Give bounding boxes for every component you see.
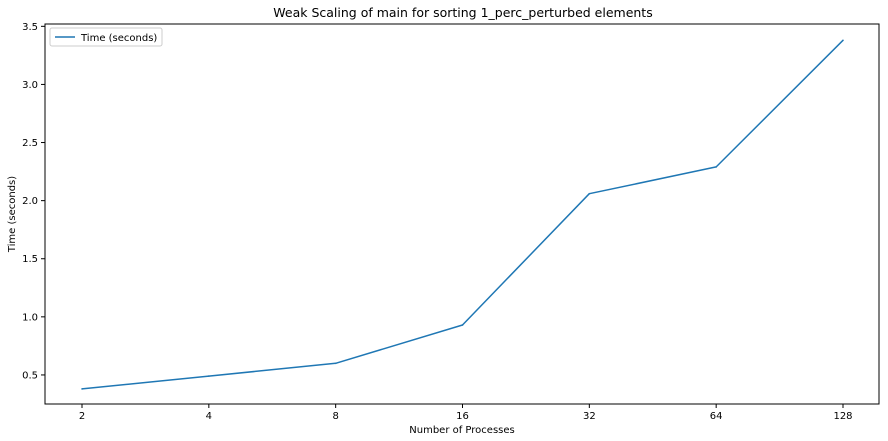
- data-point: [208, 375, 210, 377]
- legend-label: Time (seconds): [80, 33, 157, 44]
- series-line-0: [81, 39, 844, 390]
- legend: Time (seconds): [49, 27, 163, 47]
- y-tick-label: 2.0: [22, 196, 38, 207]
- data-point: [842, 39, 844, 42]
- x-tick-label: 8: [332, 411, 338, 422]
- series-layer: [81, 39, 844, 390]
- x-tick-label: 2: [79, 411, 85, 422]
- x-axis-label: Number of Processes: [409, 425, 514, 436]
- plot-frame: [44, 23, 880, 405]
- y-tick-label: 2.5: [22, 138, 38, 149]
- x-tick-label: 128: [833, 411, 852, 422]
- data-point: [715, 166, 717, 168]
- y-tick-label: 3.0: [22, 80, 38, 91]
- x-tick-label: 64: [710, 411, 723, 422]
- y-tick-label: 3.5: [22, 22, 38, 33]
- y-tick-label: 0.5: [22, 370, 38, 381]
- data-point: [334, 362, 337, 365]
- data-point: [81, 388, 83, 390]
- x-axis: 2 4 8 16 32 64 128: [79, 404, 853, 422]
- legend-box: [49, 27, 163, 47]
- y-tick-label: 1.0: [22, 312, 38, 323]
- data-point: [461, 324, 464, 326]
- x-tick-label: 16: [456, 411, 469, 422]
- chart-title: Weak Scaling of main for sorting 1_perc_…: [273, 5, 652, 20]
- y-axis: 0.5 1.0 1.5 2.0 2.5 3.0 3.5: [22, 22, 45, 381]
- data-point: [588, 192, 591, 195]
- x-tick-label: 32: [583, 411, 596, 422]
- y-tick-label: 1.5: [22, 254, 38, 265]
- y-axis-label: Time (seconds): [7, 176, 18, 253]
- x-tick-label: 4: [206, 411, 212, 422]
